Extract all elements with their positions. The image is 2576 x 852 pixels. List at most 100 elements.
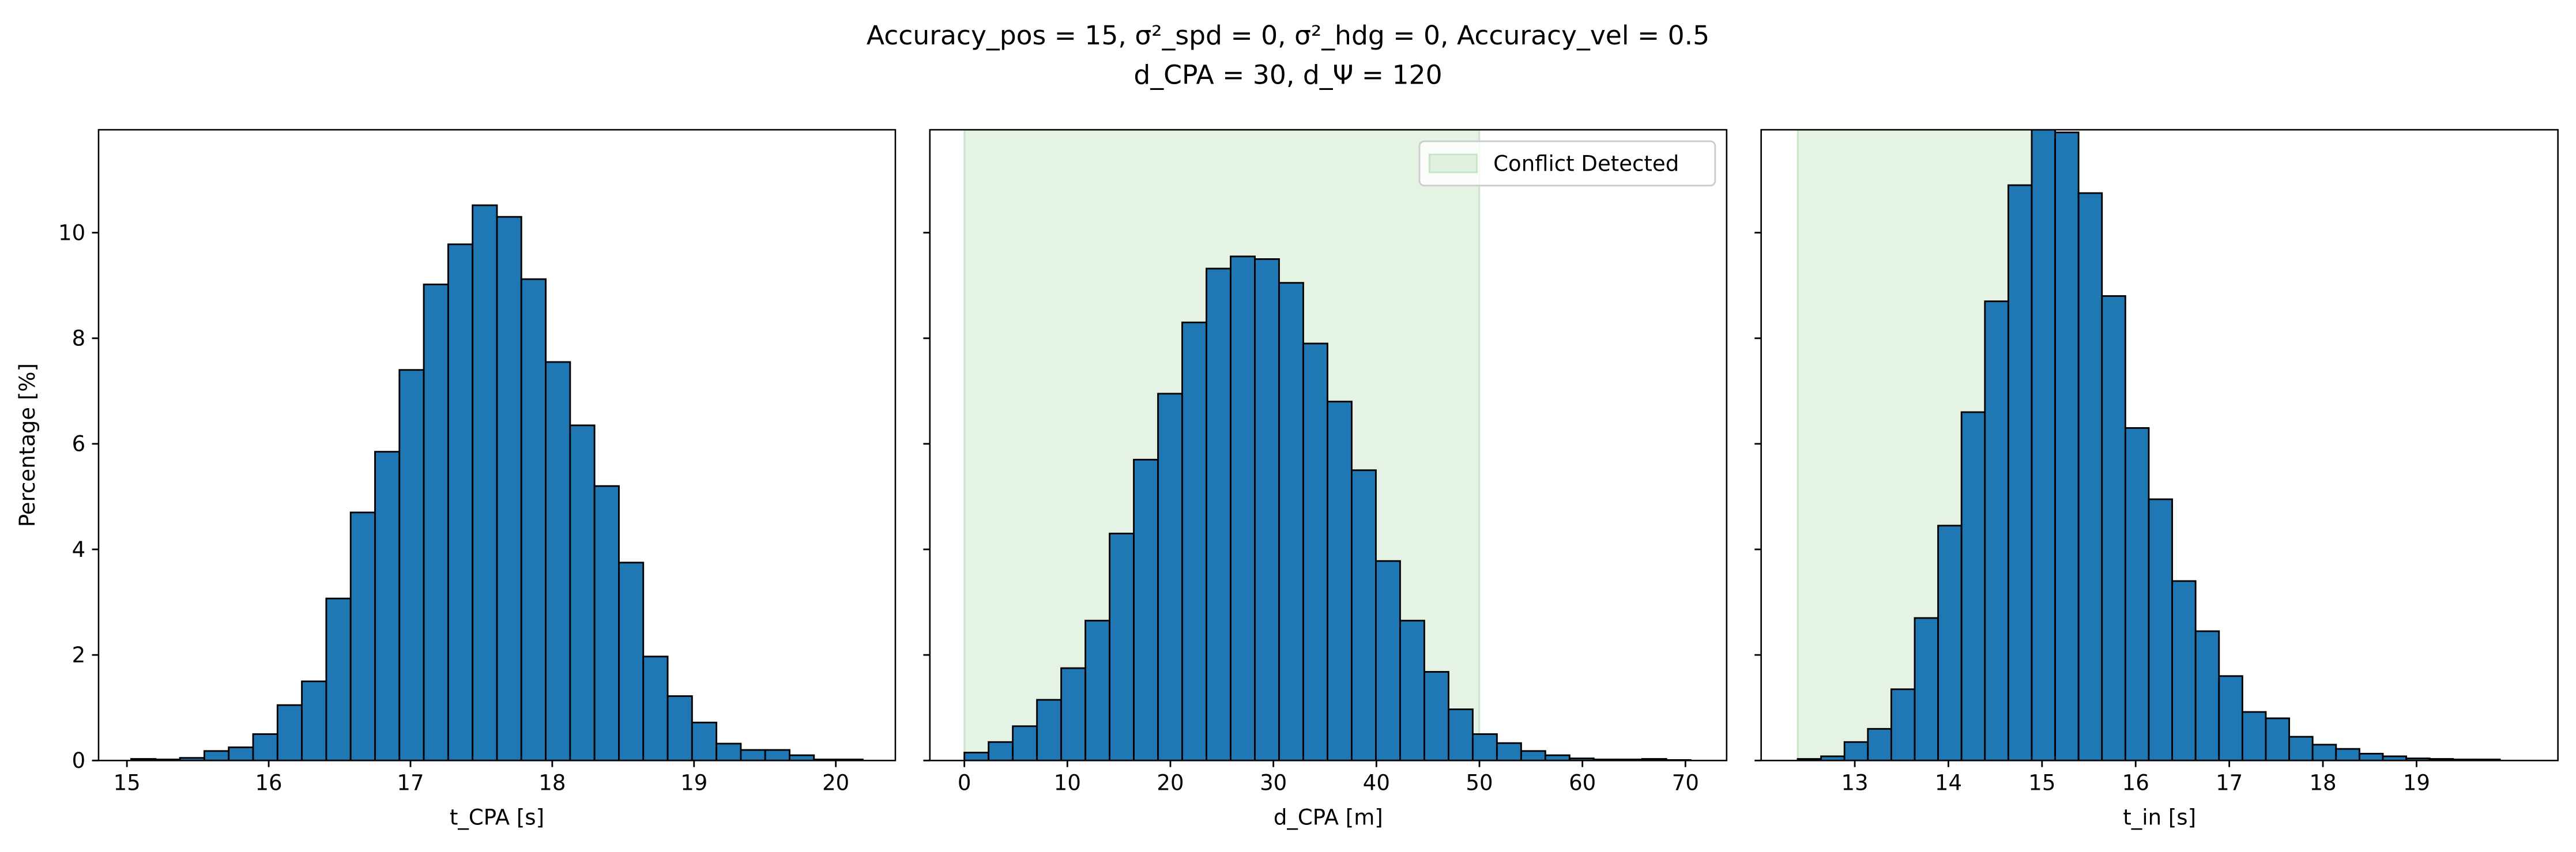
bar [1399, 620, 1425, 761]
bar [1960, 411, 1986, 761]
x-tick-label: 70 [1672, 771, 1699, 796]
bar [1109, 533, 1135, 761]
bar [252, 733, 278, 761]
legend-label: Conflict Detected [1493, 151, 1679, 176]
x-axis-label: t_CPA [s] [450, 805, 544, 830]
x-tick-label: 18 [2309, 771, 2336, 796]
axes-frame [97, 129, 897, 761]
bar [2124, 427, 2150, 761]
bar [2171, 580, 2197, 761]
bar [2194, 630, 2220, 761]
bar [1206, 267, 1231, 761]
axes-frame [1760, 129, 2559, 761]
bar [2007, 184, 2033, 761]
bar [1327, 401, 1353, 761]
x-tick-label: 16 [2122, 771, 2149, 796]
bar [1036, 699, 1063, 761]
bar [1890, 688, 1916, 761]
y-tick-label: 10 [58, 220, 85, 245]
bar [1230, 255, 1256, 761]
bar [1520, 750, 1546, 761]
bar [593, 485, 620, 761]
legend-box [1418, 140, 1716, 187]
bar [2358, 752, 2384, 761]
bar [1278, 282, 1304, 761]
bar [1012, 725, 1038, 761]
bar [2101, 295, 2126, 761]
bar [691, 721, 718, 761]
x-tick-label: 18 [538, 771, 566, 796]
x-tick-label: 20 [1157, 771, 1184, 796]
x-axis-label: d_CPA [m] [1274, 805, 1383, 830]
legend-swatch [1428, 153, 1478, 174]
bar [1084, 620, 1111, 761]
bar [398, 369, 425, 761]
x-tick-label: 15 [114, 771, 141, 796]
bar [2218, 675, 2243, 761]
plot-area [1797, 130, 2501, 761]
x-tick-label: 13 [1841, 771, 1868, 796]
bar [1423, 671, 1449, 761]
bar [2311, 744, 2337, 761]
bar [301, 680, 327, 761]
x-tick-label: 50 [1466, 771, 1493, 796]
x-tick-label: 16 [255, 771, 282, 796]
bar [276, 704, 303, 761]
x-tick-label: 0 [958, 771, 971, 796]
y-tick-label: 0 [72, 748, 86, 773]
x-tick-label: 15 [2028, 771, 2055, 796]
bar [1302, 342, 1328, 761]
bar [325, 597, 352, 761]
bar [1254, 258, 1280, 761]
bar [2288, 736, 2314, 761]
x-tick-label: 10 [1054, 771, 1081, 796]
x-tick-label: 30 [1260, 771, 1287, 796]
bar [2265, 717, 2290, 761]
bar [764, 749, 790, 761]
bar [2335, 748, 2360, 761]
bar [349, 511, 376, 761]
bar [715, 742, 742, 761]
bar [666, 695, 693, 761]
bar [2148, 498, 2174, 761]
bar [642, 655, 669, 761]
bar [1843, 741, 1869, 761]
bar [963, 752, 990, 761]
bar [618, 561, 645, 761]
bar [1496, 742, 1522, 761]
bar [2077, 192, 2103, 761]
bar [447, 243, 474, 761]
bar [2054, 131, 2080, 761]
bar [2031, 130, 2057, 761]
bar [1060, 667, 1087, 761]
x-tick-label: 19 [680, 771, 707, 796]
bar [496, 216, 522, 761]
bar [520, 278, 547, 761]
bar [1375, 560, 1401, 761]
x-tick-label: 40 [1363, 771, 1390, 796]
x-tick-label: 60 [1569, 771, 1596, 796]
bar [1544, 754, 1571, 761]
x-axis-label: t_in [s] [2123, 805, 2196, 830]
bar [472, 204, 498, 761]
axes-frame [929, 129, 1728, 761]
bar [423, 283, 449, 761]
bar [2241, 711, 2267, 761]
bar [1937, 525, 1963, 761]
x-tick-label: 17 [397, 771, 424, 796]
bar [1351, 469, 1377, 761]
bar [228, 746, 254, 761]
plot-area [130, 204, 864, 761]
y-tick-label: 8 [72, 326, 86, 351]
x-tick-label: 14 [1935, 771, 1962, 796]
bar [569, 424, 596, 761]
x-tick-label: 19 [2403, 771, 2430, 796]
bar [1447, 708, 1474, 761]
bar [1471, 733, 1498, 761]
y-axis-label: Percentage [%] [15, 363, 40, 527]
y-tick-label: 2 [72, 643, 86, 668]
suptitle: Accuracy_pos = 15, σ²_spd = 0, σ²_hdg = … [867, 20, 1709, 51]
bar [545, 361, 571, 761]
bar [1984, 300, 2009, 761]
bar [1157, 393, 1183, 761]
